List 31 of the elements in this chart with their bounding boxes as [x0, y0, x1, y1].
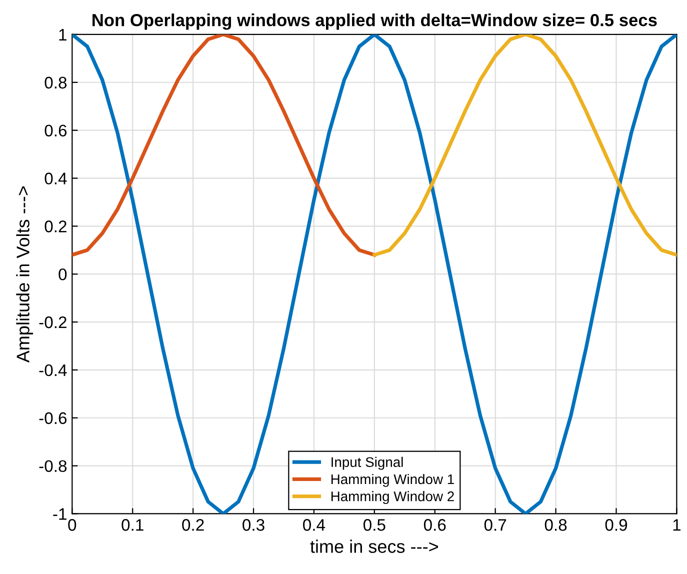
- y-tick-label: 1: [59, 29, 66, 40]
- x-tick-label: 0.9: [605, 519, 628, 531]
- y-tick-label: -0.4: [39, 364, 67, 376]
- y-tick-label: -1: [53, 508, 66, 520]
- y-tick-label: 0.4: [44, 172, 67, 184]
- line-series: [72, 34, 376, 257]
- x-tick-label: 0.5: [363, 519, 386, 531]
- legend-label: Input Signal: [332, 456, 403, 470]
- y-tick-label: 0.6: [44, 124, 67, 136]
- y-tick-label: 0.2: [44, 220, 66, 232]
- line-series: [372, 34, 677, 257]
- x-tick-label: 0.1: [122, 519, 144, 531]
- x-tick-label: 1: [673, 519, 681, 531]
- x-tick-label: 0.2: [182, 519, 204, 531]
- legend-label: Hamming Window 2: [331, 491, 454, 504]
- line-series: [72, 34, 677, 514]
- y-tick-label: -0.8: [39, 460, 67, 472]
- x-tick-label: 0: [68, 519, 76, 531]
- x-tick-label: 0.3: [242, 519, 264, 531]
- x-axis-title: time in secs --->: [310, 540, 438, 553]
- y-tick-label: 0.8: [44, 76, 67, 89]
- legend-label: Hamming Window 1: [331, 474, 454, 487]
- chart-title: Non Operlapping windows applied with delta=Window size= 0.5 secs: [92, 14, 657, 30]
- x-tick-label: 0.8: [544, 519, 567, 531]
- y-tick-label: 0: [58, 268, 67, 280]
- y-tick-label: -0.2: [39, 316, 66, 328]
- x-tick-label: 0.4: [303, 519, 326, 531]
- x-tick-label: 0.6: [424, 519, 446, 531]
- x-tick-label: 0.7: [484, 519, 506, 531]
- y-tick-label: -0.6: [39, 412, 67, 424]
- y-axis-title: Amplitude in Volts --->: [16, 186, 33, 363]
